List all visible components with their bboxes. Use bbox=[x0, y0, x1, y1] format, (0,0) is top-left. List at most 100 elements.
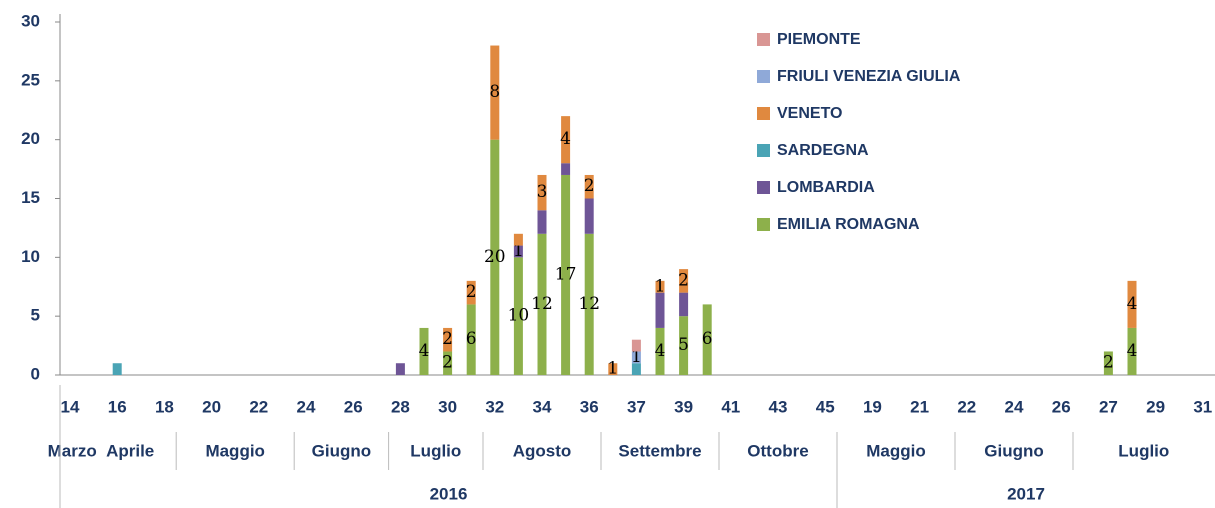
bar-segment bbox=[679, 316, 689, 375]
bar-segment bbox=[1127, 280, 1137, 328]
x-tick-label: 30 bbox=[438, 397, 457, 416]
y-tick-label: 15 bbox=[21, 188, 40, 207]
bar-segment bbox=[655, 327, 665, 375]
legend-label: EMILIA ROMAGNA bbox=[777, 216, 920, 233]
month-label: Aprile bbox=[106, 441, 154, 460]
legend-swatch bbox=[757, 144, 770, 157]
x-tick-label: 26 bbox=[344, 397, 363, 416]
value-label: 12 bbox=[578, 294, 600, 314]
month-label: Ottobre bbox=[747, 441, 808, 460]
legend-swatch bbox=[757, 181, 770, 194]
x-tick-label: 31 bbox=[1193, 397, 1212, 416]
value-label: 4 bbox=[560, 129, 571, 149]
x-tick-label: 34 bbox=[533, 397, 552, 416]
x-tick-label: 37 bbox=[627, 397, 646, 416]
value-label: 2 bbox=[466, 282, 477, 302]
bar-segment bbox=[466, 304, 476, 375]
month-label: Luglio bbox=[410, 441, 461, 460]
bar-segment bbox=[490, 45, 500, 140]
legend-label: SARDEGNA bbox=[777, 142, 869, 159]
x-tick-label: 28 bbox=[391, 397, 410, 416]
legend-swatch bbox=[757, 33, 770, 46]
x-tick-label: 41 bbox=[721, 397, 740, 416]
month-label: Marzo bbox=[48, 441, 97, 460]
month-label: Maggio bbox=[205, 441, 265, 460]
bar-segment bbox=[1127, 327, 1137, 375]
x-tick-label: 27 bbox=[1099, 397, 1118, 416]
month-label: Giugno bbox=[312, 441, 371, 460]
bar-segment bbox=[584, 174, 594, 199]
x-tick-label: 22 bbox=[957, 397, 976, 416]
value-label: 2 bbox=[584, 176, 595, 196]
x-tick-label: 36 bbox=[580, 397, 599, 416]
bar-segment bbox=[395, 363, 405, 375]
bar-segment bbox=[561, 163, 571, 175]
year-label: 2016 bbox=[430, 484, 468, 503]
value-label: 10 bbox=[508, 306, 530, 326]
value-label: 4 bbox=[655, 341, 666, 361]
month-label: Luglio bbox=[1118, 441, 1169, 460]
legend-label: LOMBARDIA bbox=[777, 179, 875, 196]
value-label: 2 bbox=[442, 329, 453, 349]
bar-segment bbox=[584, 198, 594, 234]
bar-segment bbox=[537, 210, 547, 234]
bar-segment bbox=[655, 280, 665, 293]
month-label: Maggio bbox=[866, 441, 926, 460]
y-tick-label: 10 bbox=[21, 247, 40, 266]
bar-segment bbox=[513, 233, 523, 246]
bar-segment bbox=[679, 292, 689, 317]
value-label: 20 bbox=[484, 247, 506, 267]
x-tick-label: 18 bbox=[155, 397, 174, 416]
x-tick-label: 21 bbox=[910, 397, 929, 416]
legend-swatch bbox=[757, 107, 770, 120]
month-label: Settembre bbox=[618, 441, 701, 460]
x-tick-label: 16 bbox=[108, 397, 127, 416]
x-tick-label: 20 bbox=[202, 397, 221, 416]
bar-segment bbox=[466, 280, 476, 305]
value-label: 4 bbox=[1127, 294, 1138, 314]
value-label: 12 bbox=[531, 294, 553, 314]
value-label: 6 bbox=[466, 329, 477, 349]
bar-segment bbox=[702, 304, 712, 375]
legend-label: FRIULI VENEZIA GIULIA bbox=[777, 68, 961, 85]
x-tick-label: 43 bbox=[769, 397, 788, 416]
legend-swatch bbox=[757, 218, 770, 231]
value-label: 2 bbox=[1103, 353, 1114, 373]
x-tick-label: 29 bbox=[1146, 397, 1165, 416]
bar-segment bbox=[655, 292, 665, 328]
month-label: Giugno bbox=[984, 441, 1043, 460]
year-label: 2017 bbox=[1007, 484, 1045, 503]
bar-segment bbox=[443, 351, 453, 375]
x-tick-label: 32 bbox=[485, 397, 504, 416]
x-tick-label: 24 bbox=[297, 397, 316, 416]
bar-segment bbox=[513, 257, 523, 375]
value-label: 4 bbox=[419, 341, 430, 361]
bar-segment bbox=[537, 174, 547, 211]
bar-segment bbox=[490, 139, 500, 375]
value-label: 3 bbox=[537, 182, 548, 202]
x-tick-label: 14 bbox=[61, 397, 80, 416]
bar-segment bbox=[631, 339, 641, 352]
value-label: 4 bbox=[1127, 341, 1138, 361]
bar-segment bbox=[513, 245, 523, 258]
value-label: 1 bbox=[607, 359, 618, 379]
value-label: 1 bbox=[631, 347, 642, 367]
y-tick-label: 25 bbox=[21, 70, 40, 89]
x-tick-label: 26 bbox=[1052, 397, 1071, 416]
value-label: 6 bbox=[702, 329, 713, 349]
x-tick-label: 45 bbox=[816, 397, 835, 416]
y-tick-label: 5 bbox=[31, 306, 40, 325]
bar-segment bbox=[561, 116, 571, 164]
y-tick-label: 20 bbox=[21, 129, 40, 148]
legend-label: PIEMONTE bbox=[777, 31, 861, 48]
value-label: 2 bbox=[442, 353, 453, 373]
x-tick-label: 22 bbox=[249, 397, 268, 416]
bar-segment bbox=[112, 363, 122, 375]
bar-segment bbox=[679, 269, 689, 293]
month-label: Agosto bbox=[513, 441, 572, 460]
value-label: 8 bbox=[489, 82, 500, 102]
y-tick-label: 0 bbox=[31, 364, 40, 383]
bar-segment bbox=[443, 327, 453, 352]
bar-segment bbox=[608, 363, 618, 375]
